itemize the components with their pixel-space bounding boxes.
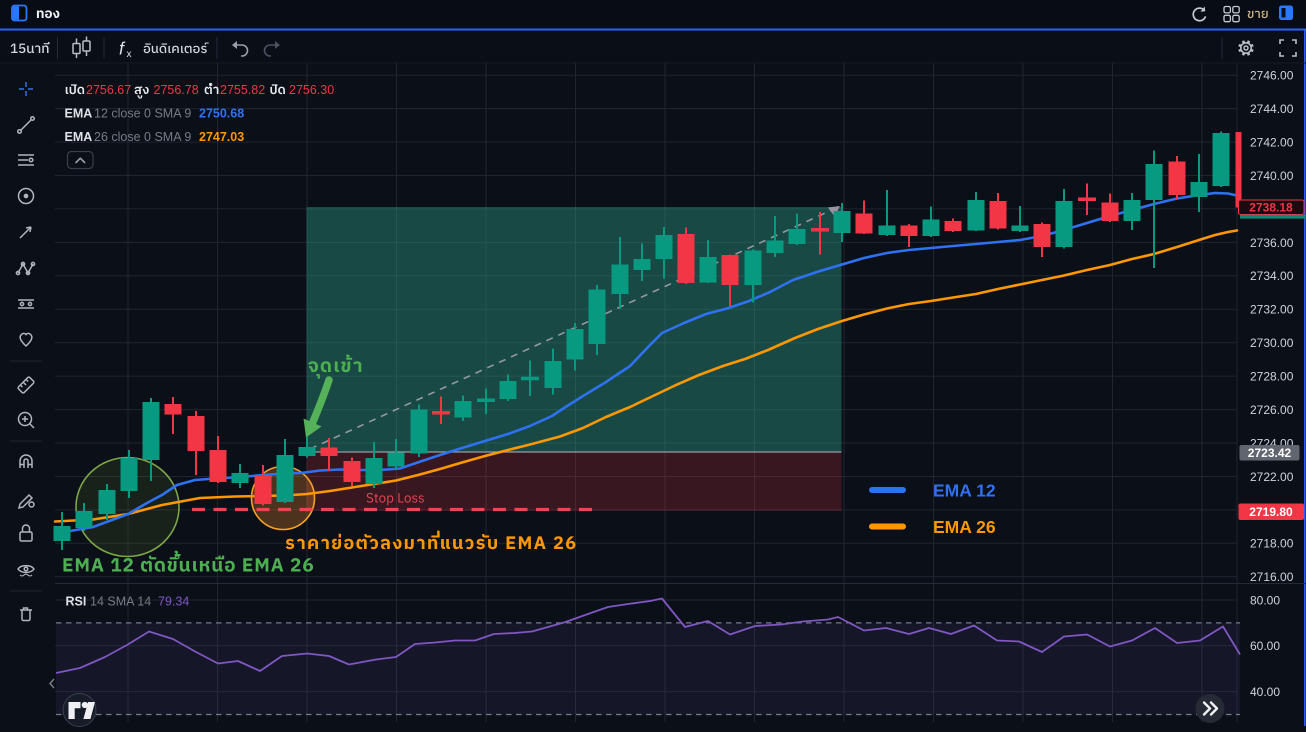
svg-text:40.00: 40.00 bbox=[1250, 685, 1280, 699]
svg-text:2719.80: 2719.80 bbox=[1249, 505, 1293, 519]
svg-text:2738.18: 2738.18 bbox=[1249, 200, 1293, 214]
svg-text:2744.00: 2744.00 bbox=[1250, 102, 1294, 116]
svg-text:2756.30: 2756.30 bbox=[289, 83, 334, 97]
svg-text:2718.00: 2718.00 bbox=[1250, 537, 1294, 551]
svg-text:79.34: 79.34 bbox=[158, 595, 189, 609]
svg-text:EMA: EMA bbox=[65, 130, 93, 144]
svg-text:2742.00: 2742.00 bbox=[1250, 136, 1294, 150]
svg-text:2726.00: 2726.00 bbox=[1250, 403, 1294, 417]
svg-text:x: x bbox=[127, 49, 132, 60]
svg-text:2716.00: 2716.00 bbox=[1250, 570, 1294, 584]
svg-text:14 SMA 14: 14 SMA 14 bbox=[90, 595, 151, 609]
svg-text:RSI: RSI bbox=[66, 595, 87, 609]
svg-text:2728.00: 2728.00 bbox=[1250, 370, 1294, 384]
svg-text:2734.00: 2734.00 bbox=[1250, 269, 1294, 283]
svg-text:2747.03: 2747.03 bbox=[199, 130, 244, 144]
svg-text:2746.00: 2746.00 bbox=[1250, 69, 1294, 83]
svg-text:2756.78: 2756.78 bbox=[154, 83, 199, 97]
svg-text:26 close 0 SMA 9: 26 close 0 SMA 9 bbox=[94, 130, 191, 144]
svg-text:80.00: 80.00 bbox=[1250, 593, 1280, 607]
svg-text:2732.00: 2732.00 bbox=[1250, 303, 1294, 317]
svg-text:2740.00: 2740.00 bbox=[1250, 169, 1294, 183]
svg-text:12 close 0 SMA 9: 12 close 0 SMA 9 bbox=[94, 107, 191, 121]
svg-text:2755.82: 2755.82 bbox=[220, 83, 265, 97]
svg-text:2722.00: 2722.00 bbox=[1250, 470, 1294, 484]
svg-text:2730.00: 2730.00 bbox=[1250, 336, 1294, 350]
svg-text:EMA 26: EMA 26 bbox=[933, 517, 996, 537]
svg-text:60.00: 60.00 bbox=[1250, 639, 1280, 653]
svg-text:2750.68: 2750.68 bbox=[199, 107, 244, 121]
svg-text:2723.42: 2723.42 bbox=[1248, 446, 1292, 460]
svg-text:2736.00: 2736.00 bbox=[1250, 236, 1294, 250]
svg-text:2756.67: 2756.67 bbox=[86, 83, 131, 97]
svg-text:f: f bbox=[119, 39, 126, 59]
svg-text:EMA 12: EMA 12 bbox=[933, 481, 996, 501]
svg-text:EMA: EMA bbox=[65, 107, 93, 121]
